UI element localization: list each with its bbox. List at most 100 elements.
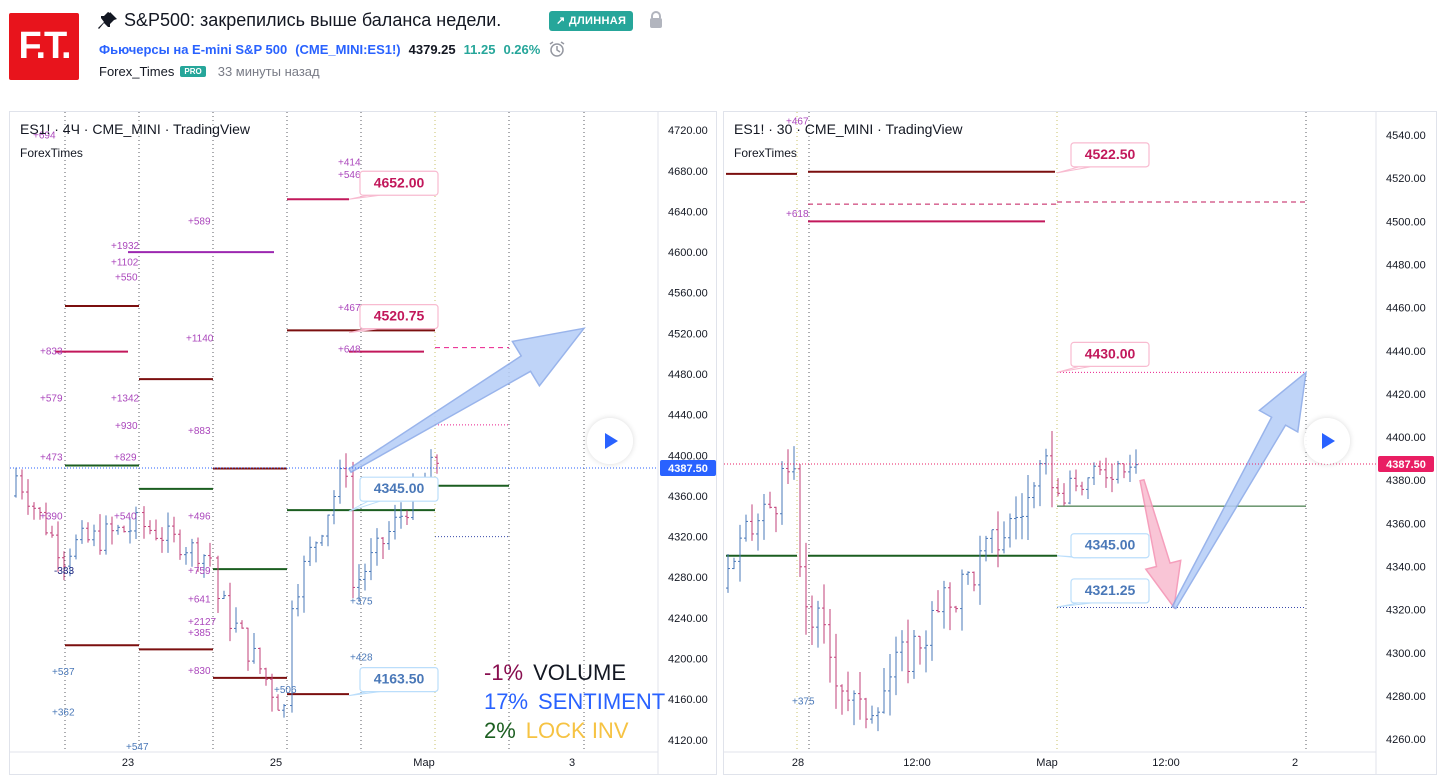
chart-subtitle: ForexTimes [20,146,83,160]
price-callout [1070,533,1150,559]
forecast-arrow-down [1139,478,1182,610]
chart-4h-canvas[interactable]: 4720.00 4680.00 4640.00 4600.00 4560.00 4520.… [10,112,716,774]
stat-lockinv-value: 2% [484,718,516,743]
stat-lockinv-label: LOCK INV [525,718,629,743]
long-badge: ↗ ДЛИННАЯ [549,11,634,31]
volume-profile-label: +883 [188,426,211,437]
x-tick-label: 12:00 [1152,757,1180,769]
y-tick-label: 4520.00 [1386,173,1426,185]
published-time: 33 минуты назад [217,64,320,79]
y-tick-label: 4480.00 [668,369,708,381]
y-tick-label: 4400.00 [1386,432,1426,444]
callout-pointer [348,194,381,200]
volume-profile-label: +550 [115,273,138,284]
idea-title: S&P500: закрепились выше баланса недели. [124,10,502,30]
volume-profile-label: +414 [338,158,361,169]
price-callout-label: 4345.00 [1085,537,1136,553]
forecast-arrow-up [1171,370,1308,610]
volume-profile-label: +506 [274,685,297,696]
y-tick-label: 4360.00 [1386,518,1426,530]
volume-profile-label: +375 [350,597,373,608]
stat-volume: -1% VOLUME [484,658,665,687]
author-name[interactable]: Forex_Times [99,64,175,79]
y-tick-label: 4680.00 [668,166,708,178]
chart-title: ES1! · 4Ч · CME_MINI · TradingView [20,121,251,137]
last-price-label: 4387.50 [1386,459,1426,471]
logo-text: F.T. [18,25,71,67]
symbol-code-link[interactable]: (CME_MINI:ES1!) [295,41,401,57]
last-price: 4379.25 [408,41,456,57]
volume-profile-label: +362 [52,707,75,718]
price-callout-label: 4321.25 [1085,582,1136,598]
price-callout [359,304,439,330]
lock-icon [650,11,662,28]
play-button[interactable] [1304,418,1350,464]
last-price-tag [660,460,716,477]
stats-legend: -1% VOLUME 17% SENTIMENT 2% LOCK INV [484,658,665,745]
y-tick-label: 4560.00 [668,288,708,300]
price-callout-label: 4163.50 [374,671,425,687]
y-tick-label: 4400.00 [668,450,708,462]
y-tick-label: 4420.00 [1386,389,1426,401]
volume-profile-label: +1140 [186,334,214,345]
chart-30m-canvas[interactable]: 4540.00 4520.00 4500.00 4480.00 4460.00 4440.… [724,112,1436,774]
volume-profile-label: +579 [40,393,63,404]
chart-pane-30m[interactable]: 4540.00 4520.00 4500.00 4480.00 4460.00 4440.… [723,111,1437,775]
price-callout-label: 4345.00 [374,480,425,496]
volume-profile-label: -383 [54,566,74,577]
y-tick-label: 4280.00 [668,572,708,584]
x-tick-label: Мар [1036,757,1058,769]
y-tick-label: 4320.00 [1386,605,1426,617]
stat-sentiment-value: 17% [484,689,529,714]
symbol-name-link[interactable]: Фьючерсы на E-mini S&P 500 [99,41,288,57]
volume-profile-label: +930 [115,421,138,432]
y-tick-label: 4160.00 [668,694,708,706]
price-callout [1070,142,1150,168]
stat-sentiment: 17% SENTIMENT [484,687,665,716]
volume-profile-label: +2127 [188,617,217,628]
x-tick-label: 23 [122,757,134,769]
callout-pointer [1056,365,1092,373]
brand-logo[interactable]: F.T. [9,13,79,80]
price-callout [359,170,439,196]
y-tick-label: 4520.00 [668,328,708,340]
y-tick-label: 4120.00 [668,735,708,747]
y-tick-label: 4640.00 [668,206,708,218]
chart-title: ES1! · 30 · CME_MINI · TradingView [734,121,963,137]
price-callout [1070,578,1150,604]
volume-profile-label: +641 [188,595,211,606]
price-callout [359,476,439,502]
volume-profile-label: +830 [188,666,211,677]
y-tick-label: 4280.00 [1386,691,1426,703]
x-tick-label: 3 [569,757,575,769]
pro-badge: PRO [180,66,206,77]
y-tick-label: 4480.00 [1386,260,1426,272]
alarm-clock-icon[interactable] [548,40,566,58]
volume-profile-label: +829 [114,452,137,463]
y-tick-label: 4340.00 [1386,561,1426,573]
author-line: Forex_Times PRO 33 минуты назад [99,64,320,79]
stat-sentiment-label: SENTIMENT [538,689,666,714]
y-tick-label: 4380.00 [1386,475,1426,487]
volume-profile-label: +648 [338,345,361,356]
volume-profile-label: +1342 [111,393,140,404]
y-tick-label: 4300.00 [1386,648,1426,660]
x-tick-label: Мар [413,757,435,769]
y-tick-label: 4440.00 [1386,346,1426,358]
volume-profile-label: +390 [40,511,63,522]
x-tick-label: 12:00 [903,757,931,769]
y-tick-label: 4500.00 [1386,216,1426,228]
chart-pane-4h[interactable]: 4720.00 4680.00 4640.00 4600.00 4560.00 4520.… [9,111,717,775]
play-button[interactable] [587,418,633,464]
price-callout [1070,341,1150,367]
x-tick-label: 2 [1292,757,1298,769]
y-tick-label: 4260.00 [1386,734,1426,746]
volume-profile-label: +618 [786,209,809,220]
volume-profile-label: +375 [792,697,815,708]
price-callout-label: 4652.00 [374,174,425,190]
stat-volume-label: VOLUME [533,660,627,685]
price-callout-label: 4430.00 [1085,345,1136,361]
volume-profile-label: +547 [126,742,149,753]
callout-pointer [1056,166,1092,174]
stat-lockinv: 2% LOCK INV [484,716,665,745]
